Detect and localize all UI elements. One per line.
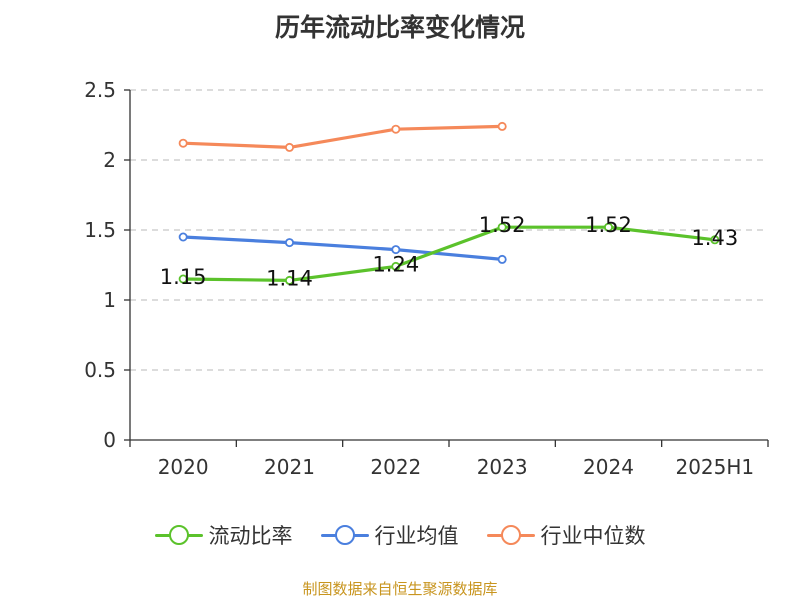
legend-label-industry-median: 行业中位数	[540, 524, 646, 548]
data-point	[178, 138, 188, 148]
data-point	[497, 222, 507, 232]
x-tick-label: 2020	[158, 455, 209, 479]
data-point	[178, 274, 188, 284]
data-point	[391, 245, 401, 255]
y-tick-label: 0.5	[84, 358, 116, 382]
legend: 流动比率 行业均值 行业中位数	[0, 520, 800, 550]
series-line	[183, 124, 503, 149]
data-label: 1.24	[372, 252, 419, 276]
chart-title: 历年流动比率变化情况	[274, 13, 525, 42]
legend-marker-industry-median	[486, 525, 535, 545]
x-tick-label: 2022	[370, 455, 421, 479]
legend-label-current-ratio: 流动比率	[208, 524, 293, 548]
y-tick-label: 2.5	[84, 78, 116, 102]
data-point	[178, 232, 188, 242]
y-tick-label: 1.5	[84, 218, 116, 242]
data-point	[710, 235, 720, 245]
data-point	[284, 238, 294, 248]
series-line	[183, 235, 503, 261]
data-point	[497, 121, 507, 131]
legend-label-industry-mean: 行业均值	[374, 524, 459, 548]
data-point	[391, 261, 401, 271]
legend-item-current-ratio[interactable]: 流动比率	[154, 520, 293, 550]
x-tick-label: 2023	[477, 455, 528, 479]
x-tick-label: 2024	[583, 455, 634, 479]
data-point	[391, 124, 401, 134]
data-label: 1.43	[691, 226, 738, 250]
data-source-note: 制图数据来自恒生聚源数据库	[302, 580, 498, 598]
y-tick-label: 2	[103, 148, 116, 172]
x-tick-label: 2025H1	[675, 455, 754, 479]
y-tick-label: 1	[103, 288, 116, 312]
data-label: 1.52	[479, 213, 526, 237]
x-tick-label: 2021	[264, 455, 315, 479]
data-label: 1.15	[160, 265, 207, 289]
data-label: 1.14	[266, 266, 313, 290]
legend-marker-current-ratio	[154, 525, 203, 545]
series-line	[183, 225, 715, 282]
data-label: 1.52	[585, 213, 632, 237]
data-point	[497, 254, 507, 264]
data-point	[604, 222, 614, 232]
y-tick-label: 0	[103, 428, 116, 452]
legend-marker-industry-mean	[320, 525, 369, 545]
data-point	[284, 142, 294, 152]
legend-item-industry-mean[interactable]: 行业均值	[320, 520, 459, 550]
data-point	[284, 275, 294, 285]
legend-item-industry-median[interactable]: 行业中位数	[486, 520, 646, 550]
